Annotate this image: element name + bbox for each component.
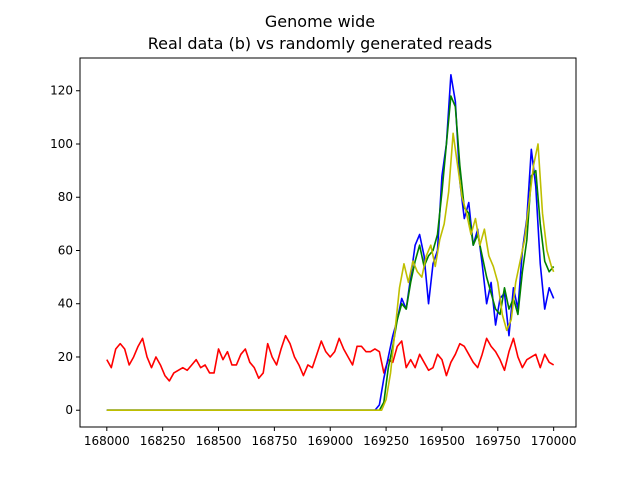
y-tick-label: 20 [58,350,73,364]
y-tick-label: 0 [65,403,73,417]
x-tick-label: 169000 [307,434,353,448]
y-tick-label: 60 [58,243,73,257]
chart-subtitle: Real data (b) vs randomly generated read… [148,34,492,53]
series-line-1 [106,334,555,382]
x-tick-label: 169750 [475,434,521,448]
x-tick-label: 169250 [363,434,409,448]
y-tick-label: 120 [50,84,73,98]
series-layer [106,73,555,412]
y-axis: 0 20 40 60 80 100 120 [50,84,80,417]
y-tick-label: 80 [58,190,73,204]
x-tick-label: 170000 [531,434,577,448]
x-tick-label: 168500 [196,434,242,448]
x-axis: 168000 168250 168500 168750 169000 169250 1695… [84,427,577,448]
chart-title: Genome wide [265,12,375,31]
x-tick-label: 168000 [84,434,130,448]
x-tick-label: 168750 [251,434,297,448]
plot-area-frame [79,57,577,428]
y-tick-label: 40 [58,297,73,311]
x-tick-label: 169500 [419,434,465,448]
x-tick-label: 168250 [140,434,186,448]
series-line-4 [106,132,555,412]
y-tick-label: 100 [50,137,73,151]
